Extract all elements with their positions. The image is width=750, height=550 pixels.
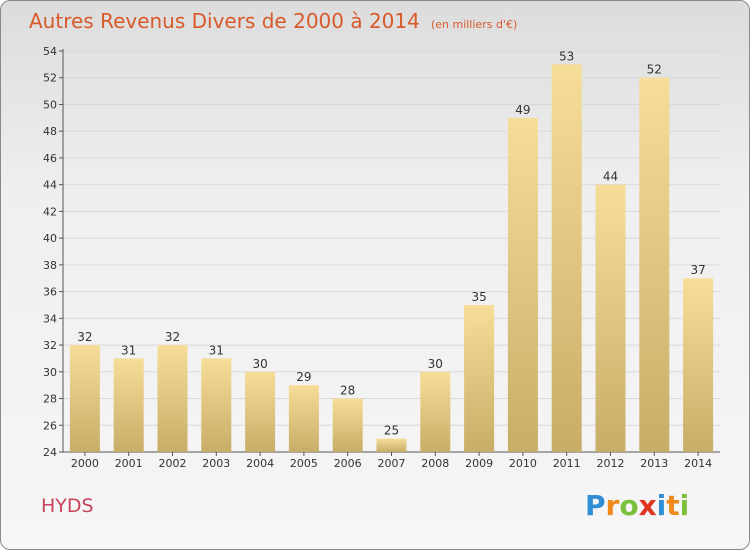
x-tick-label: 2001 [115, 457, 143, 470]
y-tick-label: 46 [43, 152, 57, 165]
bar-value-label: 37 [690, 263, 705, 277]
logo-letter: x [638, 489, 657, 522]
bar-value-label: 53 [559, 49, 574, 63]
bar-value-label: 49 [515, 103, 530, 117]
proxiti-logo: Proxiti [585, 489, 689, 522]
bar [69, 345, 100, 452]
bar [420, 371, 451, 452]
bar-value-label: 30 [428, 357, 443, 371]
bar-value-label: 52 [647, 63, 662, 77]
logo-letter: r [605, 489, 620, 522]
chart-title-main: Autres Revenus Divers de 2000 à 2014 [29, 9, 420, 33]
logo-letter: t [666, 489, 680, 522]
logo-letter: i [656, 489, 667, 522]
bar [201, 358, 232, 452]
x-tick-label: 2004 [246, 457, 274, 470]
bar [245, 371, 276, 452]
x-tick-label: 2006 [334, 457, 362, 470]
bar-value-label: 44 [603, 170, 618, 184]
bar [551, 64, 582, 452]
y-tick-label: 34 [43, 312, 57, 325]
x-tick-label: 2010 [509, 457, 537, 470]
chart-title: Autres Revenus Divers de 2000 à 2014 (en… [29, 9, 517, 33]
x-tick-label: 2002 [159, 457, 187, 470]
y-tick-label: 42 [43, 205, 57, 218]
chart-title-unit: (en milliers d'€) [430, 18, 518, 31]
x-tick-label: 2007 [378, 457, 406, 470]
bar [113, 358, 144, 452]
bar-value-label: 31 [121, 343, 136, 357]
bar-value-label: 35 [471, 290, 486, 304]
y-tick-label: 38 [43, 259, 57, 272]
logo-letter: o [619, 489, 639, 522]
y-tick-label: 36 [43, 286, 57, 299]
bar-value-label: 32 [77, 330, 92, 344]
bar [683, 278, 714, 452]
y-tick-label: 28 [43, 393, 57, 406]
y-tick-label: 32 [43, 339, 57, 352]
bar-value-label: 25 [384, 424, 399, 438]
bar [288, 385, 319, 452]
bar [507, 117, 538, 452]
x-tick-label: 2011 [553, 457, 581, 470]
x-tick-label: 2005 [290, 457, 318, 470]
bar [639, 77, 670, 452]
bar [332, 398, 363, 452]
y-tick-label: 48 [43, 125, 57, 138]
y-tick-label: 24 [43, 446, 57, 459]
bar-value-label: 32 [165, 330, 180, 344]
x-tick-label: 2009 [465, 457, 493, 470]
bar [464, 304, 495, 452]
x-tick-label: 2013 [640, 457, 668, 470]
x-tick-label: 2000 [71, 457, 99, 470]
y-tick-label: 52 [43, 72, 57, 85]
commune-name: HYDS [41, 495, 94, 517]
y-tick-label: 54 [43, 45, 57, 58]
bar-value-label: 30 [252, 357, 267, 371]
bar [595, 184, 626, 452]
bar [157, 345, 188, 452]
y-tick-label: 26 [43, 419, 57, 432]
bar [376, 438, 407, 452]
y-tick-label: 40 [43, 232, 57, 245]
x-tick-label: 2014 [684, 457, 712, 470]
logo-letter: i [679, 489, 690, 522]
x-tick-label: 2008 [421, 457, 449, 470]
x-tick-label: 2003 [202, 457, 230, 470]
y-tick-label: 50 [43, 98, 57, 111]
x-tick-label: 2012 [597, 457, 625, 470]
y-tick-label: 30 [43, 366, 57, 379]
bar-value-label: 28 [340, 384, 355, 398]
y-tick-label: 44 [43, 179, 57, 192]
bar-value-label: 31 [209, 343, 224, 357]
bar-value-label: 29 [296, 370, 311, 384]
logo-letter: P [585, 489, 606, 522]
